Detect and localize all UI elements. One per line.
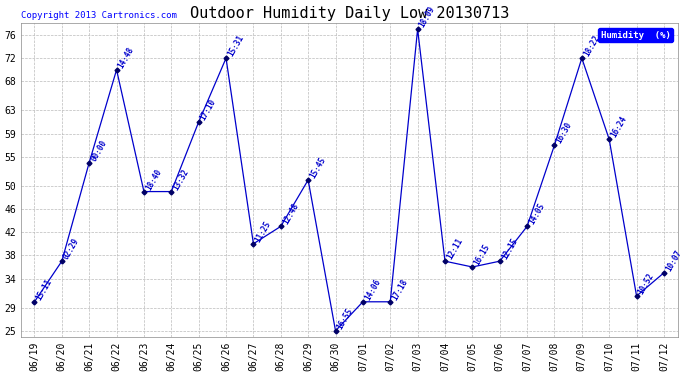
Text: 02:29: 02:29 — [62, 237, 81, 261]
Text: 12:15: 12:15 — [500, 237, 519, 261]
Text: 16:15: 16:15 — [473, 243, 492, 267]
Text: 10:52: 10:52 — [637, 272, 656, 296]
Text: 14:06: 14:06 — [363, 277, 382, 302]
Text: 12:11: 12:11 — [445, 237, 464, 261]
Text: 17:10: 17:10 — [199, 98, 218, 122]
Text: 17:18: 17:18 — [391, 277, 410, 302]
Text: 15:31: 15:31 — [226, 34, 246, 58]
Text: 14:48: 14:48 — [117, 45, 136, 70]
Text: 18:40: 18:40 — [144, 167, 164, 192]
Title: Outdoor Humidity Daily Low 20130713: Outdoor Humidity Daily Low 20130713 — [190, 6, 509, 21]
Text: 18:22: 18:22 — [582, 34, 601, 58]
Text: 11:25: 11:25 — [253, 219, 273, 244]
Text: 14:05: 14:05 — [527, 202, 546, 226]
Text: 00:00: 00:00 — [89, 138, 108, 163]
Text: 16:55: 16:55 — [335, 306, 355, 331]
Text: 15:45: 15:45 — [308, 156, 328, 180]
Text: 18:09: 18:09 — [417, 4, 437, 29]
Legend: Humidity  (%): Humidity (%) — [598, 28, 673, 42]
Text: Copyright 2013 Cartronics.com: Copyright 2013 Cartronics.com — [21, 11, 177, 20]
Text: 15:11: 15:11 — [34, 277, 54, 302]
Text: 12:48: 12:48 — [281, 202, 300, 226]
Text: 13:32: 13:32 — [171, 167, 190, 192]
Text: 16:24: 16:24 — [609, 115, 629, 140]
Text: 16:30: 16:30 — [555, 121, 574, 145]
Text: 10:07: 10:07 — [664, 248, 683, 273]
